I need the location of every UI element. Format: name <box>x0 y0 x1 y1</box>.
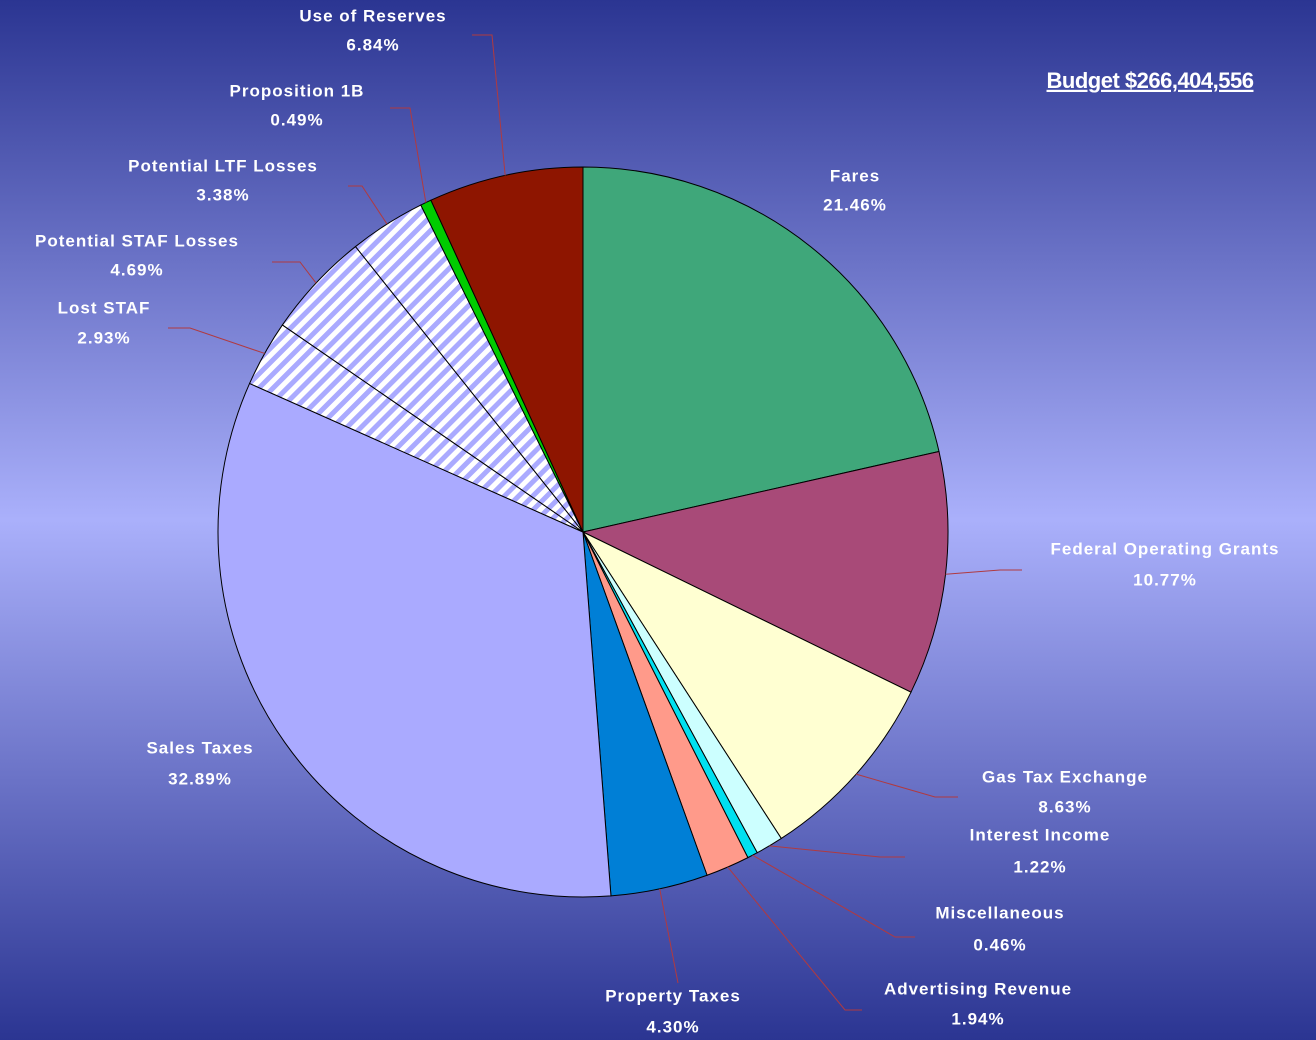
leader-line <box>659 888 679 984</box>
slice-label: Use of Reserves <box>299 6 446 25</box>
leader-line <box>390 107 427 203</box>
slice-value-label: 21.46% <box>823 195 887 214</box>
slice-value-label: 32.89% <box>168 769 232 788</box>
pie-slice <box>217 382 612 898</box>
slice-value-label: 2.93% <box>77 328 130 347</box>
leader-line <box>168 327 265 354</box>
slice-value-label: 10.77% <box>1133 570 1197 589</box>
slice-label: Advertising Revenue <box>884 979 1072 998</box>
slice-label: Potential LTF Losses <box>128 156 318 175</box>
slice-label: Federal Operating Grants <box>1051 539 1280 558</box>
slice-value-label: 0.49% <box>270 110 323 129</box>
leader-line <box>945 569 1022 575</box>
leader-line <box>752 854 915 938</box>
slice-value-label: 6.84% <box>346 35 399 54</box>
slice-label: Sales Taxes <box>146 738 253 757</box>
slice-label: Potential STAF Losses <box>35 231 239 250</box>
leader-line <box>855 773 958 798</box>
leader-line <box>272 261 317 284</box>
chart-title: Budget $266,404,556 <box>1047 68 1254 93</box>
slice-value-label: 1.94% <box>951 1009 1004 1028</box>
slice-label: Fares <box>830 166 880 185</box>
pie-slice <box>581 450 949 693</box>
slice-label: Miscellaneous <box>935 903 1064 922</box>
pie-slice <box>581 530 912 840</box>
leader-line <box>727 866 862 1011</box>
leader-line <box>348 185 388 225</box>
leader-line <box>769 845 905 858</box>
slice-value-label: 8.63% <box>1038 797 1091 816</box>
labels: Fares 21.46% Federal Operating Grants 10.77… <box>35 6 1280 1036</box>
slice-value-label: 4.69% <box>110 260 163 279</box>
pie-slice <box>582 166 940 533</box>
slice-value-label: 0.46% <box>973 935 1026 954</box>
slice-label: Gas Tax Exchange <box>982 767 1148 786</box>
slice-value-label: 1.22% <box>1013 857 1066 876</box>
pie <box>217 166 949 898</box>
slice-label: Property Taxes <box>605 986 741 1005</box>
slice-label: Interest Income <box>970 825 1111 844</box>
slice-value-label: 3.38% <box>196 185 249 204</box>
leader-line <box>472 34 506 176</box>
slice-label: Proposition 1B <box>230 81 365 100</box>
slice-label: Lost STAF <box>58 298 151 317</box>
slice-value-label: 4.30% <box>646 1017 699 1036</box>
